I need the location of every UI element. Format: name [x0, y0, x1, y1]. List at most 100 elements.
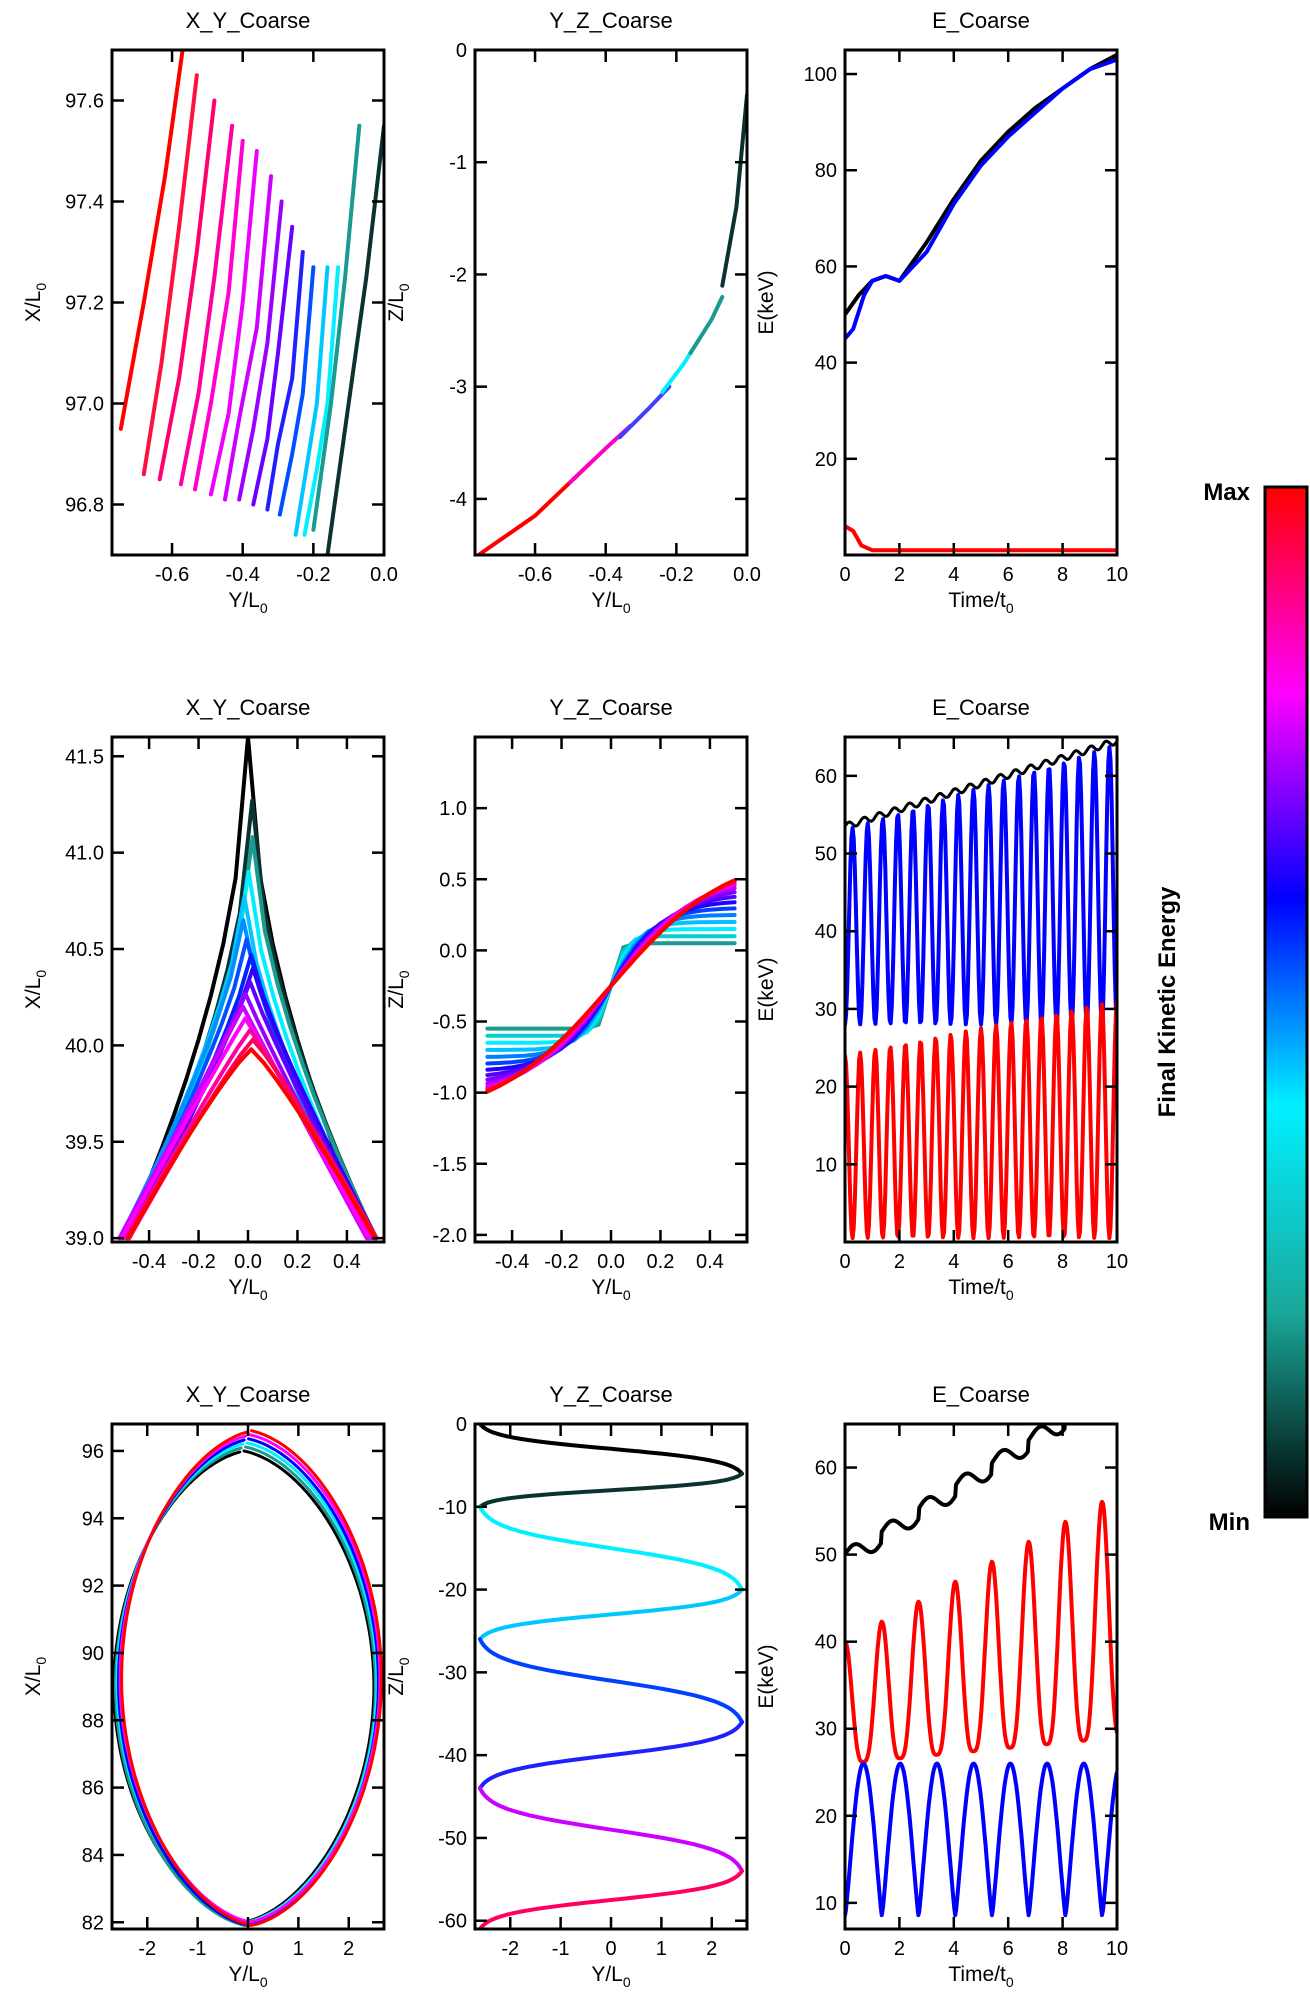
x-tick-label: 0 — [605, 1938, 616, 1960]
panel-2: -0.6 -0.4 -0.2 0.0-4-3-2-10Y_Z_CoarseY/L0Z/… — [385, 8, 761, 616]
y-axis-label-subscript: 0 — [396, 970, 412, 978]
x-axis-label: Y/L0 — [228, 1276, 268, 1303]
x-axis-label: Time/t0 — [948, 1276, 1014, 1303]
x-tick-label: -0.4 — [495, 1251, 529, 1273]
plot-frame — [473, 1422, 749, 1931]
panel-4: -0.4 -0.2 0.0 0.2 0.4 39.0 39.5 40.0 40.5 41.0 41.… — [22, 695, 386, 1303]
y-tick-label: 82 — [82, 1912, 104, 1934]
series-2 — [845, 57, 1117, 341]
series-11 — [277, 265, 316, 517]
x-axis-label-subscript: 0 — [260, 1974, 268, 1990]
colorbar-min-label: Min — [1209, 1509, 1250, 1536]
plot-lines — [476, 92, 747, 555]
y-axis-label: X/L0 — [22, 970, 49, 1010]
x-tick-label: 0.2 — [284, 1251, 312, 1273]
x-tick-label: -0.4 — [225, 564, 259, 586]
y-tick-label: 100 — [804, 64, 837, 86]
x-axis-label-text: Time/t — [948, 1963, 1006, 1986]
y-tick-label: 90 — [82, 1643, 104, 1665]
y-tick-label: 86 — [82, 1778, 104, 1800]
y-tick-label: -2.0 — [433, 1225, 467, 1247]
plot-lines — [485, 878, 737, 1094]
x-axis-label-text: Y/L — [591, 589, 623, 612]
y-tick-label: 92 — [82, 1576, 104, 1598]
y-tick-label: -4 — [449, 489, 467, 511]
y-axis-label: E(keV) — [755, 957, 778, 1021]
x-tick-label: 0 — [839, 1938, 850, 1960]
colorbar: Max Min Final Kinetic Energy — [1154, 479, 1309, 1536]
y-tick-label: 60 — [815, 1458, 837, 1480]
y-tick-label: -0.5 — [433, 1012, 467, 1034]
plot-lines — [118, 50, 384, 555]
y-tick-label: 40.0 — [65, 1035, 104, 1057]
path-segment-4 — [478, 1587, 744, 1642]
series-10 — [265, 250, 305, 512]
x-tick-label: 0.0 — [597, 1251, 625, 1273]
panel-title: Y_Z_Coarse — [549, 1382, 673, 1407]
trajectory-13 — [119, 1016, 371, 1241]
x-tick-label: 10 — [1106, 1938, 1128, 1960]
y-tick-label: 0 — [456, 1414, 467, 1436]
x-axis-label: Y/L0 — [591, 1276, 631, 1303]
x-axis-label: Time/t0 — [948, 1963, 1014, 1990]
panel-title: X_Y_Coarse — [186, 1382, 311, 1407]
y-axis-label-text: Z/L — [385, 978, 408, 1008]
series-6 — [208, 149, 259, 497]
x-tick-label: 0.0 — [733, 564, 761, 586]
x-axis-label-text: Time/t — [948, 1276, 1006, 1299]
y-axis-label: E(keV) — [755, 270, 778, 334]
y-tick-label: -10 — [438, 1497, 467, 1519]
series-3 — [617, 384, 672, 440]
x-tick-label: -1 — [552, 1938, 570, 1960]
plot-frame — [843, 48, 1119, 557]
y-tick-label: -1 — [449, 152, 467, 174]
x-tick-label: -0.2 — [544, 1251, 578, 1273]
panel-title: E_Coarse — [932, 1382, 1030, 1407]
y-tick-label: 41.5 — [65, 746, 104, 768]
y-tick-label: -20 — [438, 1580, 467, 1602]
energy-series-3 — [845, 999, 1117, 1241]
x-tick-label: -1 — [189, 1938, 207, 1960]
x-tick-label: 2 — [343, 1938, 354, 1960]
x-axis-label-text: Y/L — [228, 589, 260, 612]
x-tick-label: 0.0 — [234, 1251, 262, 1273]
panel-title: X_Y_Coarse — [186, 8, 311, 33]
x-tick-label: 0 — [839, 1251, 850, 1273]
series-12 — [293, 265, 330, 537]
y-axis-label-text: X/L — [22, 1665, 45, 1697]
y-axis-label: X/L0 — [22, 1657, 49, 1697]
x-tick-label: 1 — [656, 1938, 667, 1960]
y-tick-label: -3 — [449, 377, 467, 399]
series-5 — [193, 138, 245, 492]
y-tick-label: 20 — [815, 1077, 837, 1099]
x-axis-label-text: Y/L — [228, 1963, 260, 1986]
x-tick-label: -0.6 — [518, 564, 552, 586]
panel-title: E_Coarse — [932, 695, 1030, 720]
plot-frame — [843, 735, 1119, 1244]
x-tick-label: 4 — [948, 1251, 959, 1273]
y-axis-label-subscript: 0 — [33, 1657, 49, 1665]
x-tick-label: 10 — [1106, 564, 1128, 586]
x-tick-label: -0.6 — [155, 564, 189, 586]
y-tick-label: 80 — [815, 160, 837, 182]
y-axis-label-subscript: 0 — [396, 283, 412, 291]
y-tick-label: 40 — [815, 1632, 837, 1654]
path-segment-5 — [478, 1637, 744, 1724]
y-tick-label: 97.6 — [65, 91, 104, 113]
y-tick-label: 30 — [815, 999, 837, 1021]
colorbar-gradient — [1263, 485, 1309, 1519]
x-tick-label: -2 — [501, 1938, 519, 1960]
trajectory-11 — [119, 991, 371, 1241]
x-tick-label: 10 — [1106, 1251, 1128, 1273]
y-tick-label: 84 — [82, 1845, 104, 1867]
y-axis-label: E(keV) — [755, 1644, 778, 1708]
y-tick-label: 60 — [815, 766, 837, 788]
path-segment-1 — [478, 1424, 744, 1476]
x-axis-label-subscript: 0 — [1006, 1974, 1014, 1990]
x-tick-label: 0.4 — [696, 1251, 724, 1273]
x-axis-label: Y/L0 — [591, 1963, 631, 1990]
series-7 — [223, 174, 273, 502]
plot-frame — [110, 1422, 386, 1931]
